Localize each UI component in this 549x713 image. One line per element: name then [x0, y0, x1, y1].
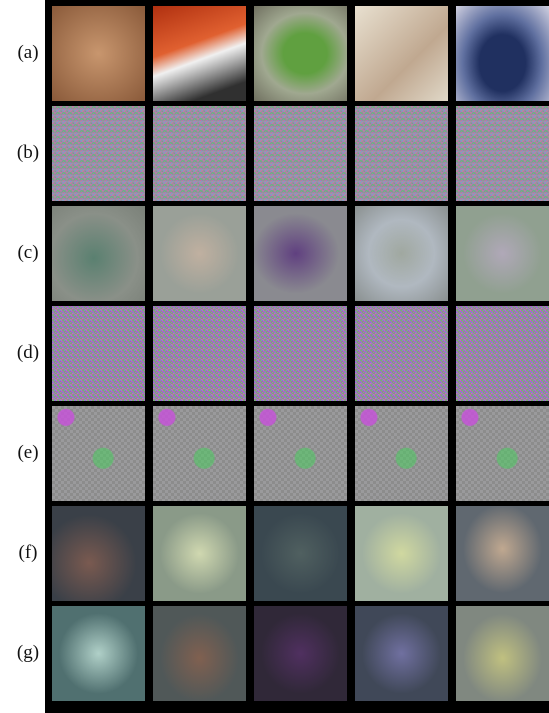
image-thumbnail [456, 106, 549, 201]
image-thumbnail [456, 506, 549, 601]
image-thumbnail [153, 206, 246, 301]
image-thumbnail [355, 406, 448, 501]
page: (() => { const data = JSON.parse(documen… [0, 0, 549, 713]
row-label: (d) [4, 342, 52, 364]
image-thumbnail [153, 406, 246, 501]
image-thumbnail [456, 6, 549, 101]
image-thumbnail [52, 206, 145, 301]
image-thumbnail [52, 506, 145, 601]
image-thumbnail [355, 506, 448, 601]
image-thumbnail [153, 506, 246, 601]
image-thumbnail [254, 206, 347, 301]
image-thumbnail [355, 606, 448, 701]
image-thumbnail [153, 106, 246, 201]
image-thumbnail [254, 406, 347, 501]
image-thumbnail [52, 406, 145, 501]
image-thumbnail [254, 106, 347, 201]
image-thumbnail [355, 206, 448, 301]
row-label: (f) [4, 542, 52, 564]
image-thumbnail [254, 6, 347, 101]
image-thumbnail [355, 6, 448, 101]
image-thumbnail [456, 306, 549, 401]
image-grid [45, 0, 549, 713]
row-label: (a) [4, 42, 52, 64]
image-thumbnail [355, 106, 448, 201]
image-thumbnail [153, 306, 246, 401]
row-label: (g) [4, 642, 52, 664]
image-thumbnail [456, 406, 549, 501]
image-thumbnail [456, 606, 549, 701]
image-thumbnail [254, 306, 347, 401]
image-thumbnail [254, 606, 347, 701]
row-label: (c) [4, 242, 52, 264]
image-thumbnail [52, 606, 145, 701]
image-thumbnail [456, 206, 549, 301]
row-label: (e) [4, 442, 52, 464]
image-thumbnail [52, 6, 145, 101]
image-thumbnail [52, 106, 145, 201]
image-thumbnail [153, 6, 246, 101]
image-thumbnail [52, 306, 145, 401]
row-label: (b) [4, 142, 52, 164]
image-thumbnail [153, 606, 246, 701]
image-thumbnail [254, 506, 347, 601]
image-thumbnail [355, 306, 448, 401]
